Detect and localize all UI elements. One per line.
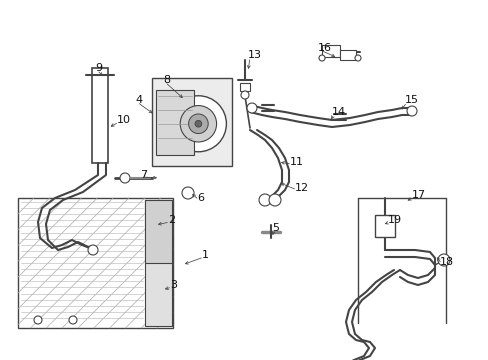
Text: 16: 16 (317, 43, 331, 53)
Text: 7: 7 (140, 170, 147, 180)
Text: 13: 13 (247, 50, 262, 60)
Circle shape (437, 254, 449, 266)
Circle shape (188, 114, 208, 134)
Circle shape (170, 96, 226, 152)
Circle shape (195, 120, 202, 127)
Circle shape (259, 194, 270, 206)
Text: 12: 12 (294, 183, 308, 193)
Text: 19: 19 (387, 215, 401, 225)
Text: 1: 1 (202, 250, 208, 260)
Circle shape (241, 91, 248, 99)
Text: 4: 4 (135, 95, 142, 105)
Text: 3: 3 (170, 280, 177, 290)
Text: 18: 18 (439, 257, 453, 267)
Circle shape (180, 105, 216, 142)
Bar (240, 83, 249, 91)
Bar (92, 68, 108, 163)
Text: 14: 14 (331, 107, 346, 117)
Bar (145, 200, 172, 263)
Circle shape (354, 55, 360, 61)
Circle shape (318, 55, 325, 61)
Circle shape (268, 194, 281, 206)
Text: 6: 6 (197, 193, 203, 203)
Circle shape (406, 106, 416, 116)
Bar (339, 50, 355, 60)
Text: 15: 15 (404, 95, 418, 105)
Text: 10: 10 (117, 115, 131, 125)
Circle shape (246, 103, 257, 113)
Circle shape (182, 187, 194, 199)
Circle shape (69, 316, 77, 324)
Circle shape (120, 173, 130, 183)
Circle shape (88, 245, 98, 255)
Bar (152, 78, 231, 166)
Text: 9: 9 (95, 63, 102, 73)
Text: 11: 11 (289, 157, 304, 167)
Text: 8: 8 (163, 75, 170, 85)
Text: 5: 5 (271, 223, 279, 233)
Bar (156, 90, 194, 155)
Text: 2: 2 (168, 215, 175, 225)
Bar (321, 45, 339, 57)
Bar (145, 200, 172, 326)
Text: 17: 17 (411, 190, 425, 200)
Bar (374, 215, 394, 237)
Bar (18, 198, 173, 328)
Circle shape (34, 316, 42, 324)
